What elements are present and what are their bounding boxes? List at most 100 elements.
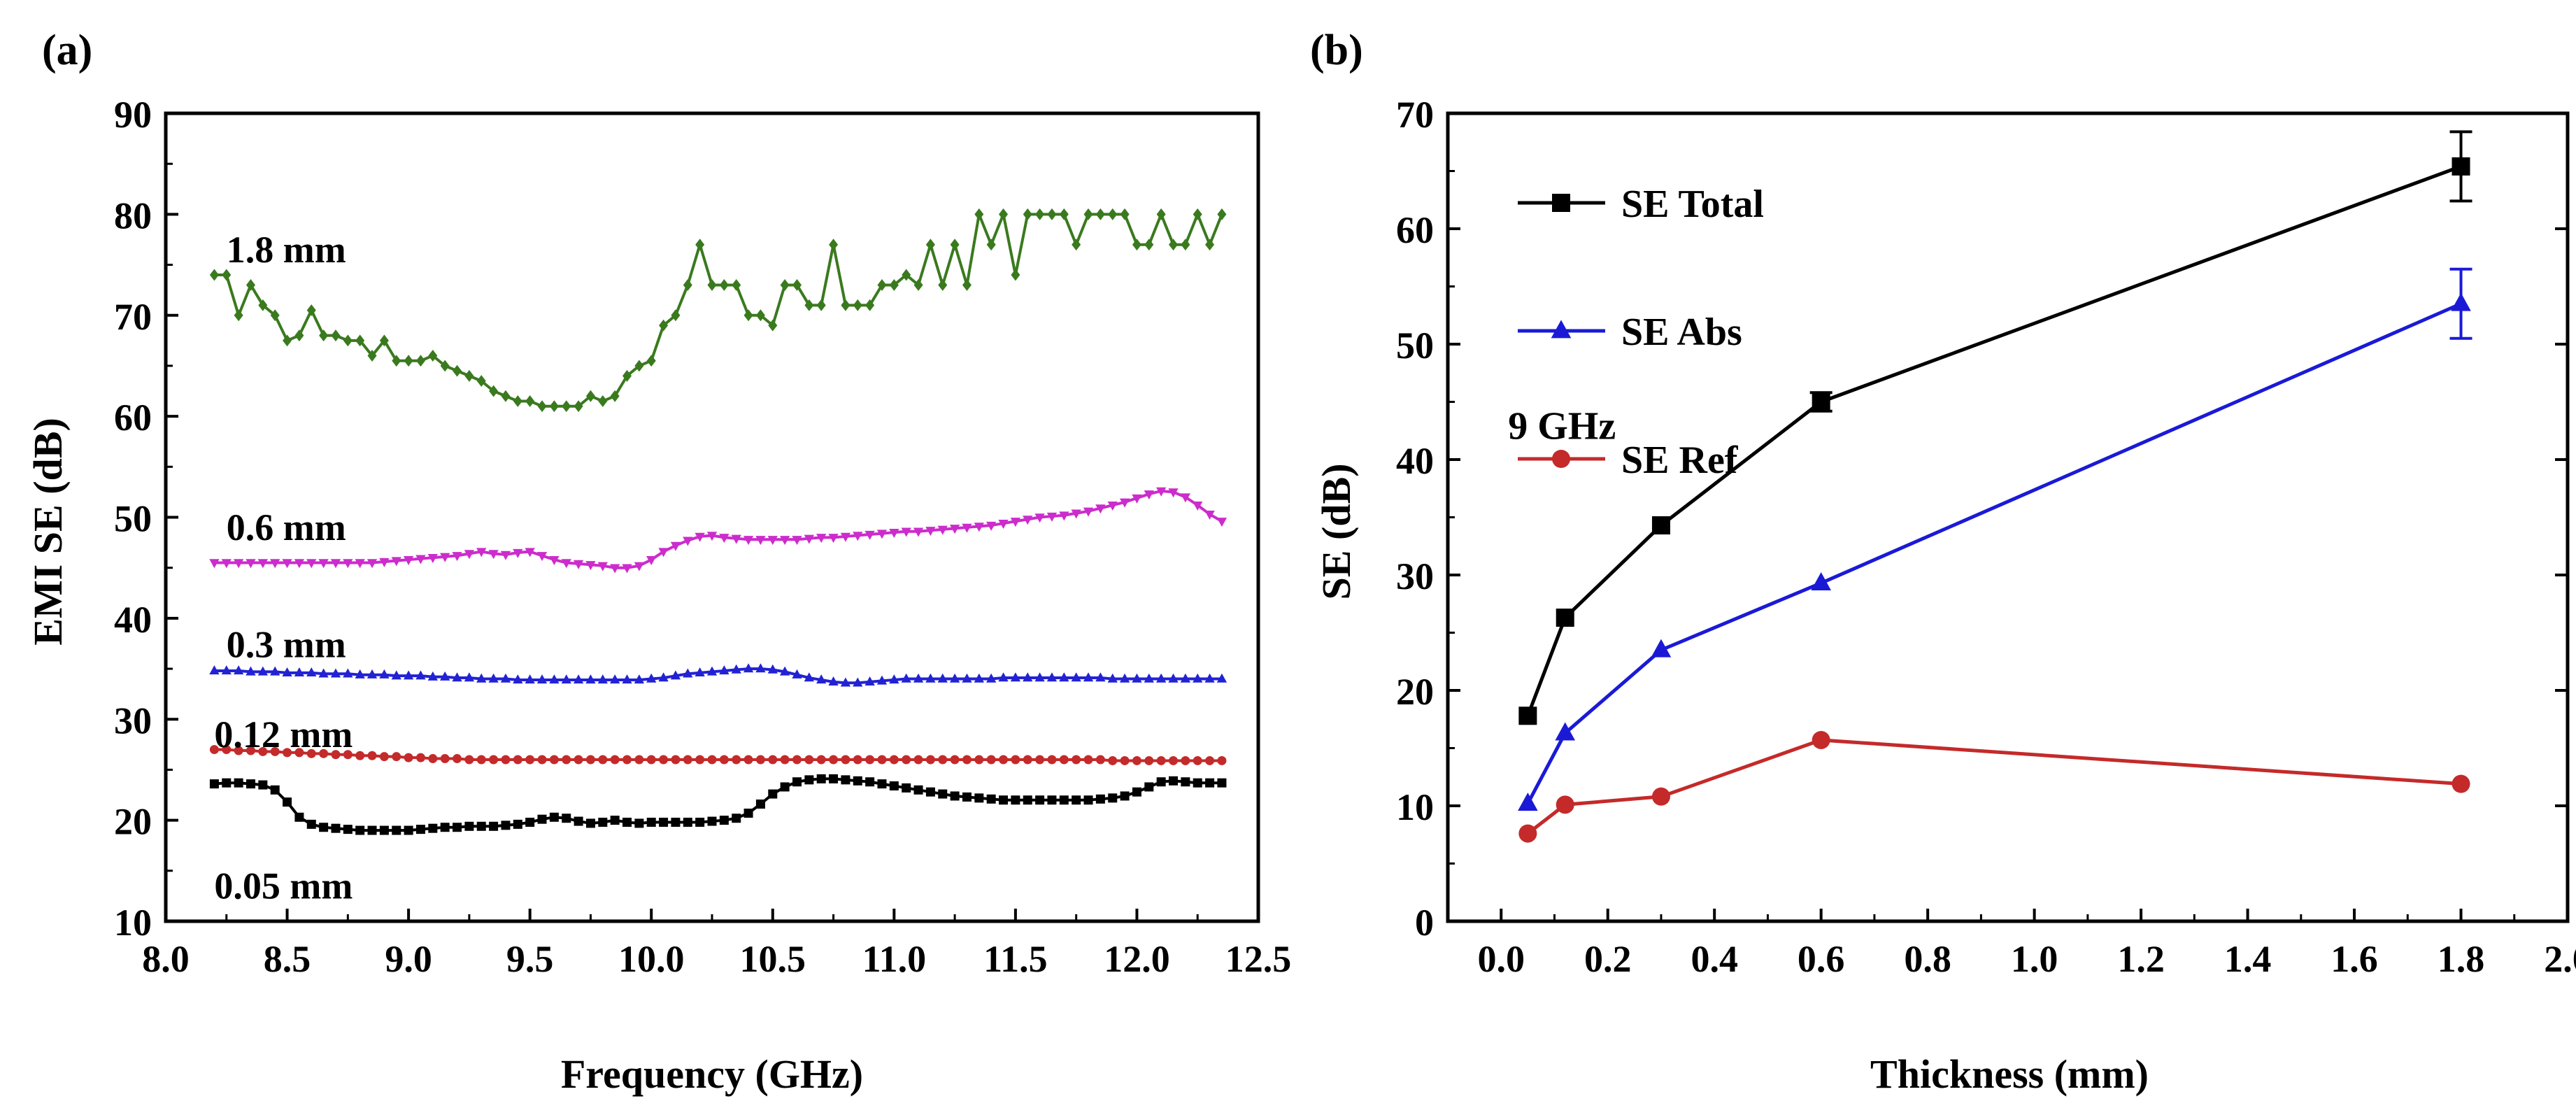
data-point: [646, 818, 656, 827]
data-point: [476, 375, 486, 388]
data-point: [962, 278, 972, 291]
data-point: [1119, 673, 1130, 683]
legend-label: SE Ref: [1621, 439, 1739, 482]
data-point: [901, 673, 911, 683]
data-point: [913, 278, 923, 291]
data-point: [1095, 208, 1105, 220]
data-point: [549, 400, 559, 413]
data-point: [841, 299, 851, 311]
data-point: [1168, 488, 1179, 498]
series-label: 0.12 mm: [214, 713, 353, 755]
data-point: [950, 755, 960, 765]
data-point: [889, 278, 899, 291]
data-point: [488, 673, 499, 683]
data-point: [415, 670, 426, 680]
data-point: [610, 816, 620, 825]
data-point: [476, 548, 487, 557]
panel-b-xlabel: Thickness (mm): [1870, 1051, 2149, 1097]
panel-a-series: 1.8 mm 0.6 mm 0.3 mm 0.12 mm 0.05 mm: [209, 208, 1227, 907]
data-point: [779, 536, 790, 546]
data-point: [780, 755, 790, 765]
data-point: [1651, 516, 1670, 535]
data-point: [404, 355, 413, 367]
data-point: [1217, 778, 1227, 788]
data-point: [500, 550, 511, 560]
data-point: [792, 669, 802, 679]
data-point: [901, 527, 911, 537]
data-point: [415, 555, 426, 564]
data-point: [938, 789, 948, 799]
data-point: [864, 676, 875, 686]
data-point: [755, 536, 766, 546]
data-point: [440, 553, 450, 562]
data-point: [283, 797, 292, 807]
x-tick-label: 1.4: [2224, 938, 2272, 980]
data-point: [562, 814, 571, 823]
data-point: [1107, 673, 1118, 683]
data-point: [1193, 755, 1202, 765]
panel-b-label: (b): [1310, 27, 1363, 74]
data-point: [999, 755, 1009, 765]
data-point: [719, 534, 730, 544]
data-point: [743, 663, 754, 673]
data-point: [1059, 511, 1069, 521]
data-point: [889, 674, 899, 684]
data-point: [453, 364, 462, 377]
data-point: [1132, 673, 1142, 683]
data-point: [877, 779, 887, 789]
legend-label: SE Total: [1621, 183, 1764, 226]
data-point: [415, 753, 425, 762]
data-point: [755, 309, 765, 322]
x-tick-label: 2.0: [2544, 938, 2576, 980]
data-point: [646, 355, 656, 367]
data-point: [925, 787, 935, 797]
data-point: [1216, 673, 1227, 683]
data-point: [1120, 755, 1130, 765]
series-line: [1526, 301, 2462, 804]
data-point: [245, 779, 255, 789]
data-point: [209, 745, 219, 755]
data-point: [234, 309, 243, 322]
panel-a-xlabel: Frequency (GHz): [561, 1051, 863, 1097]
data-point: [974, 755, 984, 765]
data-point: [209, 779, 219, 789]
data-point: [683, 278, 692, 291]
data-point: [634, 562, 645, 571]
data-point: [367, 559, 378, 569]
data-point: [695, 239, 705, 251]
data-point: [464, 369, 474, 382]
data-point: [986, 239, 996, 251]
data-point: [343, 825, 353, 834]
data-point: [355, 334, 365, 347]
data-point: [379, 334, 389, 347]
data-point: [743, 809, 753, 818]
data-point: [974, 208, 984, 220]
data-point: [646, 555, 657, 565]
data-point: [962, 673, 972, 683]
panel-b-legend: SE Total SE Abs SE Ref: [1518, 183, 1764, 482]
data-point: [962, 523, 972, 533]
data-point: [902, 269, 911, 281]
data-point: [513, 395, 522, 407]
data-point: [1156, 673, 1167, 683]
data-point: [379, 669, 390, 679]
data-point: [853, 677, 863, 687]
data-point: [937, 525, 948, 535]
data-point: [270, 309, 280, 322]
series-line: [214, 489, 1223, 569]
data-point: [428, 823, 438, 833]
data-point: [573, 674, 584, 684]
data-point: [513, 548, 523, 558]
data-point: [816, 299, 826, 311]
data-point: [683, 668, 693, 678]
data-point: [1169, 776, 1179, 786]
data-point: [792, 755, 802, 765]
data-point: [549, 674, 560, 684]
data-point: [525, 395, 535, 407]
data-point: [573, 560, 584, 569]
data-point: [391, 557, 401, 567]
data-point: [659, 319, 669, 332]
data-point: [597, 562, 608, 571]
data-point: [658, 672, 669, 682]
x-tick-label: 0.0: [1477, 938, 1525, 980]
